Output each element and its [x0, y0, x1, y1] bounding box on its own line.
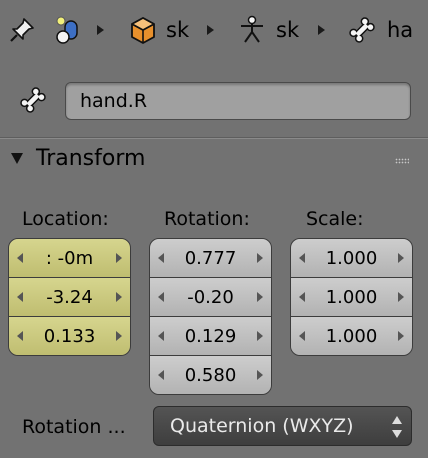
pin-icon[interactable] [6, 14, 38, 46]
scale-y-field[interactable]: 1.000 [291, 278, 412, 317]
increment-arrow-icon[interactable] [116, 331, 122, 341]
drag-grip-icon[interactable] [395, 158, 409, 164]
increment-arrow-icon[interactable] [257, 370, 263, 380]
breadcrumb-arrow-icon [318, 25, 325, 35]
rotation-w-value: 0.777 [184, 247, 237, 269]
increment-arrow-icon[interactable] [116, 292, 122, 302]
rotation-w-field[interactable]: 0.777 [150, 239, 271, 278]
rotation-z-value: 0.580 [184, 365, 237, 386]
rotation-label: Rotation: [164, 208, 250, 230]
increment-arrow-icon[interactable] [398, 253, 404, 263]
scale-z-value: 1.000 [325, 326, 378, 347]
decrement-arrow-icon[interactable] [17, 253, 23, 263]
object-cube-icon[interactable] [127, 14, 159, 46]
decrement-arrow-icon[interactable] [158, 253, 164, 263]
panel-title[interactable]: Transform [36, 146, 146, 171]
breadcrumb-bone-label[interactable]: ha [387, 18, 414, 42]
breadcrumb-arrow-icon [207, 25, 214, 35]
location-y-value: -3.24 [46, 286, 93, 308]
updown-arrows-icon [392, 416, 402, 438]
decrement-arrow-icon[interactable] [158, 331, 164, 341]
increment-arrow-icon[interactable] [257, 331, 263, 341]
location-label: Location: [22, 208, 109, 230]
location-z-value: 0.133 [43, 326, 96, 347]
breadcrumb-armature-label[interactable]: sk [276, 18, 300, 42]
location-fields: : -0m -3.24 0.133 [8, 238, 131, 356]
decrement-arrow-icon[interactable] [299, 292, 305, 302]
rotation-z-field[interactable]: 0.580 [150, 356, 271, 394]
increment-arrow-icon[interactable] [257, 292, 263, 302]
scale-x-field[interactable]: 1.000 [291, 239, 412, 278]
decrement-arrow-icon[interactable] [158, 370, 164, 380]
location-x-field[interactable]: : -0m [9, 239, 130, 278]
location-z-field[interactable]: 0.133 [9, 317, 130, 355]
rotation-mode-label: Rotation ... [22, 416, 126, 438]
scale-z-field[interactable]: 1.000 [291, 317, 412, 355]
increment-arrow-icon[interactable] [398, 331, 404, 341]
scale-x-value: 1.000 [325, 247, 378, 269]
decrement-arrow-icon[interactable] [299, 331, 305, 341]
bone-name-field[interactable]: hand.R [65, 82, 411, 120]
increment-arrow-icon[interactable] [398, 292, 404, 302]
bone-icon[interactable] [346, 14, 378, 46]
scale-label: Scale: [306, 208, 364, 230]
breadcrumb-object-label[interactable]: sk [166, 18, 190, 42]
scale-y-value: 1.000 [325, 286, 378, 308]
location-y-field[interactable]: -3.24 [9, 278, 130, 317]
collapse-triangle-icon[interactable] [11, 153, 23, 164]
armature-icon[interactable] [236, 14, 268, 46]
rotation-y-field[interactable]: 0.129 [150, 317, 271, 356]
rotation-x-field[interactable]: -0.20 [150, 278, 271, 317]
bone-icon [17, 84, 49, 116]
location-x-value: : -0m [45, 247, 94, 269]
breadcrumb-arrow-icon [97, 25, 104, 35]
panel-divider [0, 137, 428, 139]
rotation-fields: 0.777 -0.20 0.129 0.580 [149, 238, 272, 395]
decrement-arrow-icon[interactable] [299, 253, 305, 263]
scene-icon[interactable] [52, 14, 84, 46]
scale-fields: 1.000 1.000 1.000 [290, 238, 413, 356]
increment-arrow-icon[interactable] [116, 253, 122, 263]
rotation-mode-dropdown[interactable]: Quaternion (WXYZ) [153, 406, 412, 446]
decrement-arrow-icon[interactable] [158, 292, 164, 302]
decrement-arrow-icon[interactable] [17, 331, 23, 341]
decrement-arrow-icon[interactable] [17, 292, 23, 302]
properties-header: sk sk ha [0, 8, 428, 54]
rotation-x-value: -0.20 [187, 286, 234, 308]
increment-arrow-icon[interactable] [257, 253, 263, 263]
rotation-mode-value: Quaternion (WXYZ) [170, 415, 354, 437]
rotation-y-value: 0.129 [184, 325, 237, 347]
